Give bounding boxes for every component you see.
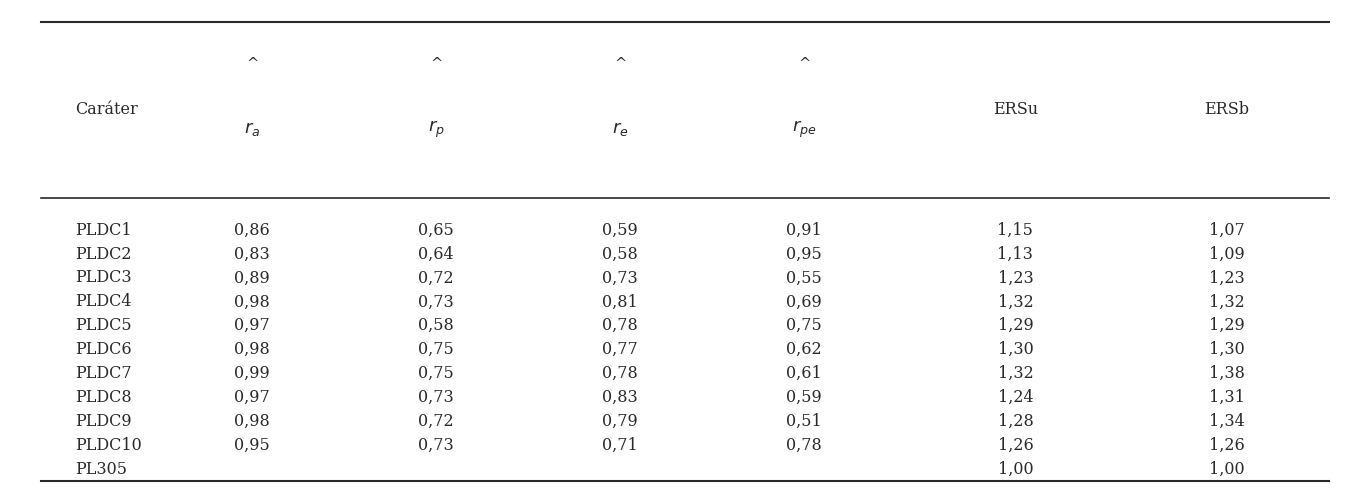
Text: ^: ^ bbox=[431, 58, 442, 71]
Text: 1,38: 1,38 bbox=[1209, 365, 1244, 382]
Text: PLDC9: PLDC9 bbox=[75, 413, 132, 430]
Text: 0,73: 0,73 bbox=[418, 437, 454, 454]
Text: 0,97: 0,97 bbox=[234, 389, 270, 406]
Text: PL305: PL305 bbox=[75, 461, 127, 478]
Text: $\mathit{r}_{\mathit{a}}$: $\mathit{r}_{\mathit{a}}$ bbox=[244, 120, 260, 138]
Text: 1,24: 1,24 bbox=[998, 389, 1033, 406]
Text: 0,71: 0,71 bbox=[602, 437, 638, 454]
Text: 0,78: 0,78 bbox=[602, 365, 638, 382]
Text: 0,77: 0,77 bbox=[602, 341, 638, 358]
Text: 1,34: 1,34 bbox=[1209, 413, 1244, 430]
Text: 1,23: 1,23 bbox=[1209, 269, 1244, 287]
Text: 0,59: 0,59 bbox=[602, 222, 638, 239]
Text: 0,69: 0,69 bbox=[786, 293, 822, 310]
Text: 0,78: 0,78 bbox=[602, 317, 638, 334]
Text: ERSb: ERSb bbox=[1204, 101, 1250, 118]
Text: 1,26: 1,26 bbox=[1209, 437, 1244, 454]
Text: 1,32: 1,32 bbox=[1209, 293, 1244, 310]
Text: 0,62: 0,62 bbox=[786, 341, 822, 358]
Text: 1,26: 1,26 bbox=[998, 437, 1033, 454]
Text: ^: ^ bbox=[615, 58, 626, 71]
Text: 1,30: 1,30 bbox=[998, 341, 1033, 358]
Text: 1,32: 1,32 bbox=[998, 365, 1033, 382]
Text: 0,89: 0,89 bbox=[234, 269, 270, 287]
Text: 0,73: 0,73 bbox=[602, 269, 638, 287]
Text: 0,97: 0,97 bbox=[234, 317, 270, 334]
Text: 1,30: 1,30 bbox=[1209, 341, 1244, 358]
Text: PLDC5: PLDC5 bbox=[75, 317, 132, 334]
Text: 0,95: 0,95 bbox=[234, 437, 270, 454]
Text: 1,00: 1,00 bbox=[998, 461, 1033, 478]
Text: 1,31: 1,31 bbox=[1209, 389, 1244, 406]
Text: 0,64: 0,64 bbox=[418, 246, 454, 262]
Text: 0,61: 0,61 bbox=[786, 365, 822, 382]
Text: ^: ^ bbox=[247, 58, 258, 71]
Text: 0,81: 0,81 bbox=[602, 293, 638, 310]
Text: $\mathit{r}_{\mathit{p}}$: $\mathit{r}_{\mathit{p}}$ bbox=[428, 119, 444, 139]
Text: PLDC4: PLDC4 bbox=[75, 293, 131, 310]
Text: 1,09: 1,09 bbox=[1209, 246, 1244, 262]
Text: 0,73: 0,73 bbox=[418, 293, 454, 310]
Text: $\mathit{r}_{\mathit{pe}}$: $\mathit{r}_{\mathit{pe}}$ bbox=[792, 119, 816, 139]
Text: 0,72: 0,72 bbox=[418, 269, 454, 287]
Text: 0,98: 0,98 bbox=[234, 293, 270, 310]
Text: 0,95: 0,95 bbox=[786, 246, 822, 262]
Text: PLDC3: PLDC3 bbox=[75, 269, 132, 287]
Text: 0,78: 0,78 bbox=[786, 437, 822, 454]
Text: PLDC7: PLDC7 bbox=[75, 365, 132, 382]
Text: 0,72: 0,72 bbox=[418, 413, 454, 430]
Text: 0,79: 0,79 bbox=[602, 413, 638, 430]
Text: 0,75: 0,75 bbox=[786, 317, 822, 334]
Text: 0,83: 0,83 bbox=[234, 246, 270, 262]
Text: 1,29: 1,29 bbox=[1209, 317, 1244, 334]
Text: Caráter: Caráter bbox=[75, 101, 138, 118]
Text: 1,13: 1,13 bbox=[998, 246, 1033, 262]
Text: 1,32: 1,32 bbox=[998, 293, 1033, 310]
Text: PLDC10: PLDC10 bbox=[75, 437, 142, 454]
Text: PLDC1: PLDC1 bbox=[75, 222, 132, 239]
Text: 1,07: 1,07 bbox=[1209, 222, 1244, 239]
Text: ^: ^ bbox=[799, 58, 810, 71]
Text: 1,15: 1,15 bbox=[998, 222, 1033, 239]
Text: 0,98: 0,98 bbox=[234, 341, 270, 358]
Text: 0,55: 0,55 bbox=[786, 269, 822, 287]
Text: 0,59: 0,59 bbox=[786, 389, 822, 406]
Text: 0,83: 0,83 bbox=[602, 389, 638, 406]
Text: 0,91: 0,91 bbox=[786, 222, 822, 239]
Text: 0,75: 0,75 bbox=[418, 365, 454, 382]
Text: 0,65: 0,65 bbox=[418, 222, 454, 239]
Text: 0,51: 0,51 bbox=[786, 413, 822, 430]
Text: 0,86: 0,86 bbox=[234, 222, 270, 239]
Text: 0,73: 0,73 bbox=[418, 389, 454, 406]
Text: 0,99: 0,99 bbox=[234, 365, 270, 382]
Text: 1,28: 1,28 bbox=[998, 413, 1033, 430]
Text: ERSu: ERSu bbox=[992, 101, 1039, 118]
Text: PLDC6: PLDC6 bbox=[75, 341, 132, 358]
Text: PLDC2: PLDC2 bbox=[75, 246, 131, 262]
Text: 1,23: 1,23 bbox=[998, 269, 1033, 287]
Text: 0,75: 0,75 bbox=[418, 341, 454, 358]
Text: 0,58: 0,58 bbox=[602, 246, 638, 262]
Text: 0,58: 0,58 bbox=[418, 317, 454, 334]
Text: $\mathit{r}_{\mathit{e}}$: $\mathit{r}_{\mathit{e}}$ bbox=[612, 120, 628, 138]
Text: 0,98: 0,98 bbox=[234, 413, 270, 430]
Text: 1,00: 1,00 bbox=[1209, 461, 1244, 478]
Text: 1,29: 1,29 bbox=[998, 317, 1033, 334]
Text: PLDC8: PLDC8 bbox=[75, 389, 132, 406]
